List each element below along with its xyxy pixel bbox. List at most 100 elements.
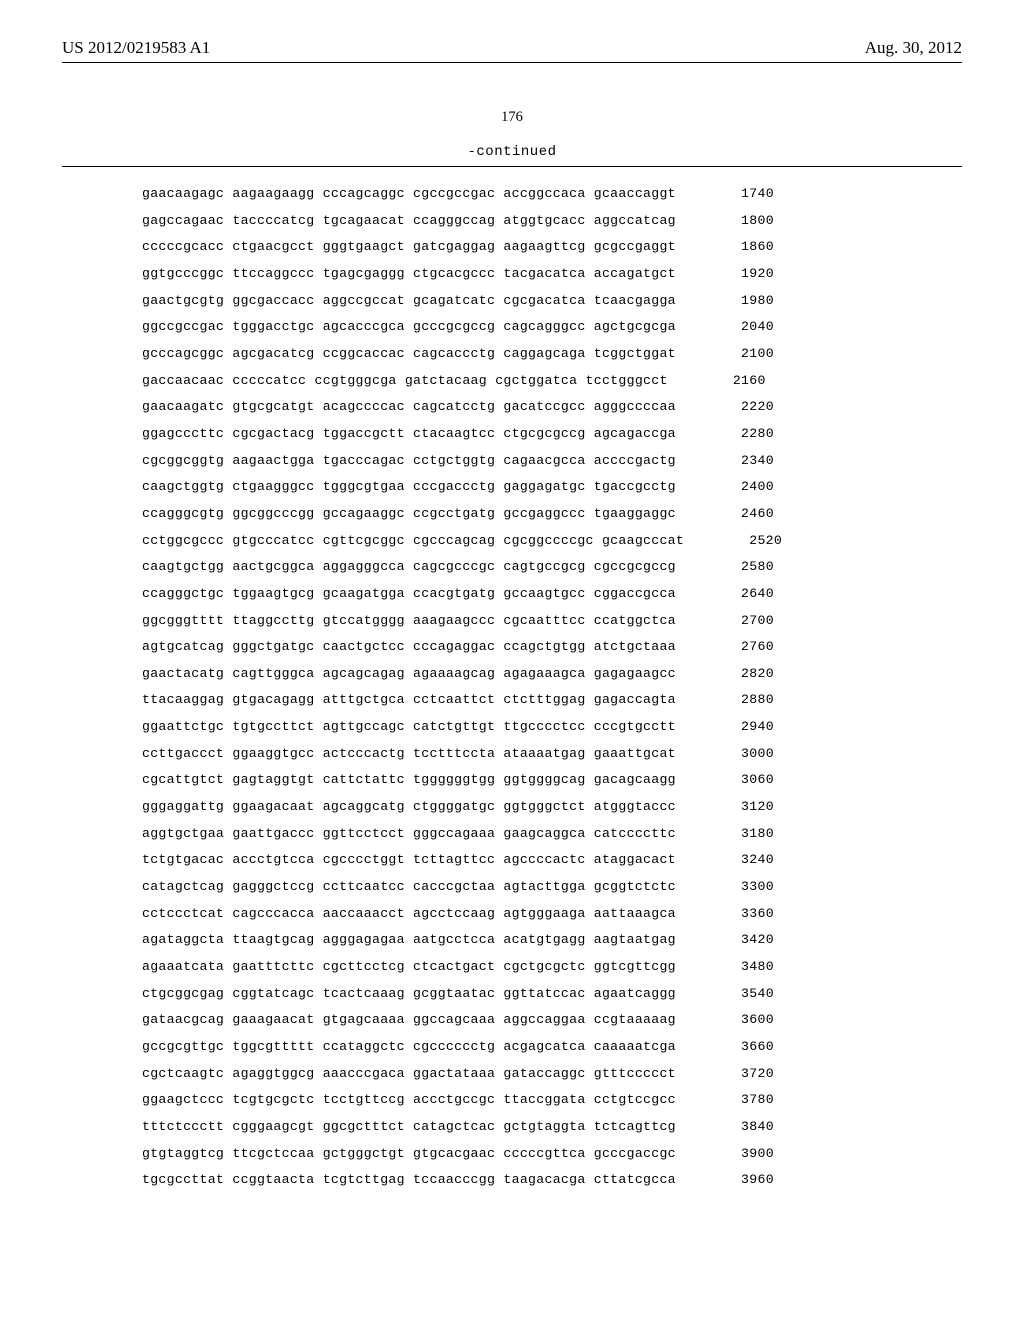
sequence-row: cctggcgccc gtgcccatcc cgttcgcggc cgcccag… bbox=[142, 528, 1024, 555]
page-header: US 2012/0219583 A1 Aug. 30, 2012 bbox=[0, 0, 1024, 58]
sequence-position: 1740 bbox=[704, 181, 774, 208]
publication-number: US 2012/0219583 A1 bbox=[62, 38, 210, 58]
sequence-groups: ttacaaggag gtgacagagg atttgctgca cctcaat… bbox=[142, 687, 676, 714]
sequence-row: agataggcta ttaagtgcag agggagagaa aatgcct… bbox=[142, 927, 1024, 954]
sequence-position: 3180 bbox=[704, 821, 774, 848]
sequence-position: 3060 bbox=[704, 767, 774, 794]
sequence-position: 3480 bbox=[704, 954, 774, 981]
sequence-position: 2400 bbox=[704, 474, 774, 501]
sequence-groups: cccccgcacc ctgaacgcct gggtgaagct gatcgag… bbox=[142, 234, 676, 261]
sequence-position: 3000 bbox=[704, 741, 774, 768]
sequence-row: ccagggctgc tggaagtgcg gcaagatgga ccacgtg… bbox=[142, 581, 1024, 608]
sequence-position: 3120 bbox=[704, 794, 774, 821]
sequence-groups: gaacaagatc gtgcgcatgt acagccccac cagcatc… bbox=[142, 394, 676, 421]
page-number: 176 bbox=[0, 109, 1024, 126]
sequence-groups: gaactacatg cagttgggca agcagcagag agaaaag… bbox=[142, 661, 676, 688]
sequence-position: 3300 bbox=[704, 874, 774, 901]
sequence-groups: gggaggattg ggaagacaat agcaggcatg ctgggga… bbox=[142, 794, 676, 821]
sequence-position: 1980 bbox=[704, 288, 774, 315]
sequence-groups: ccttgaccct ggaaggtgcc actcccactg tcctttc… bbox=[142, 741, 676, 768]
sequence-groups: cctggcgccc gtgcccatcc cgttcgcggc cgcccag… bbox=[142, 528, 684, 555]
sequence-groups: cctccctcat cagcccacca aaccaaacct agcctcc… bbox=[142, 901, 676, 928]
sequence-row: catagctcag gagggctccg ccttcaatcc cacccgc… bbox=[142, 874, 1024, 901]
sequence-groups: ggaattctgc tgtgccttct agttgccagc catctgt… bbox=[142, 714, 676, 741]
sequence-position: 2460 bbox=[704, 501, 774, 528]
sequence-position: 1860 bbox=[704, 234, 774, 261]
sequence-position: 3420 bbox=[704, 927, 774, 954]
sequence-row: gataacgcag gaaagaacat gtgagcaaaa ggccagc… bbox=[142, 1007, 1024, 1034]
sequence-position: 1920 bbox=[704, 261, 774, 288]
sequence-row: cctccctcat cagcccacca aaccaaacct agcctcc… bbox=[142, 901, 1024, 928]
sequence-groups: gcccagcggc agcgacatcg ccggcaccac cagcacc… bbox=[142, 341, 676, 368]
sequence-listing: gaacaagagc aagaagaagg cccagcaggc cgccgcc… bbox=[142, 181, 1024, 1194]
sequence-position: 2580 bbox=[704, 554, 774, 581]
sequence-top-rule bbox=[62, 166, 962, 167]
sequence-groups: agataggcta ttaagtgcag agggagagaa aatgcct… bbox=[142, 927, 676, 954]
sequence-position: 2220 bbox=[704, 394, 774, 421]
sequence-groups: ctgcggcgag cggtatcagc tcactcaaag gcggtaa… bbox=[142, 981, 676, 1008]
sequence-row: gaactgcgtg ggcgaccacc aggccgccat gcagatc… bbox=[142, 288, 1024, 315]
sequence-row: ccagggcgtg ggcggcccgg gccagaaggc ccgcctg… bbox=[142, 501, 1024, 528]
header-rule bbox=[62, 62, 962, 63]
sequence-groups: gaacaagagc aagaagaagg cccagcaggc cgccgcc… bbox=[142, 181, 676, 208]
sequence-position: 3900 bbox=[704, 1141, 774, 1168]
sequence-position: 2940 bbox=[704, 714, 774, 741]
sequence-groups: gtgtaggtcg ttcgctccaa gctgggctgt gtgcacg… bbox=[142, 1141, 676, 1168]
sequence-row: gagccagaac taccccatcg tgcagaacat ccagggc… bbox=[142, 208, 1024, 235]
sequence-groups: ggtgcccggc ttccaggccc tgagcgaggg ctgcacg… bbox=[142, 261, 676, 288]
sequence-position: 3960 bbox=[704, 1167, 774, 1194]
sequence-groups: tgcgccttat ccggtaacta tcgtcttgag tccaacc… bbox=[142, 1167, 676, 1194]
sequence-row: gccgcgttgc tggcgttttt ccataggctc cgccccc… bbox=[142, 1034, 1024, 1061]
sequence-row: cgcggcggtg aagaactgga tgacccagac cctgctg… bbox=[142, 448, 1024, 475]
sequence-row: ggaagctccc tcgtgcgctc tcctgttccg accctgc… bbox=[142, 1087, 1024, 1114]
sequence-groups: cgcggcggtg aagaactgga tgacccagac cctgctg… bbox=[142, 448, 676, 475]
sequence-position: 1800 bbox=[704, 208, 774, 235]
sequence-position: 2280 bbox=[704, 421, 774, 448]
sequence-position: 3240 bbox=[704, 847, 774, 874]
sequence-position: 2640 bbox=[704, 581, 774, 608]
sequence-position: 2820 bbox=[704, 661, 774, 688]
sequence-groups: gaccaacaac cccccatcc ccgtgggcga gatctaca… bbox=[142, 368, 668, 395]
sequence-position: 2520 bbox=[712, 528, 782, 555]
sequence-groups: ggagcccttc cgcgactacg tggaccgctt ctacaag… bbox=[142, 421, 676, 448]
sequence-groups: aggtgctgaa gaattgaccc ggttcctcct gggccag… bbox=[142, 821, 676, 848]
sequence-groups: ccagggctgc tggaagtgcg gcaagatgga ccacgtg… bbox=[142, 581, 676, 608]
sequence-row: tgcgccttat ccggtaacta tcgtcttgag tccaacc… bbox=[142, 1167, 1024, 1194]
sequence-position: 2700 bbox=[704, 608, 774, 635]
sequence-row: gaacaagatc gtgcgcatgt acagccccac cagcatc… bbox=[142, 394, 1024, 421]
sequence-position: 2040 bbox=[704, 314, 774, 341]
continued-label: -continued bbox=[0, 144, 1024, 160]
sequence-groups: tttctccctt cgggaagcgt ggcgctttct catagct… bbox=[142, 1114, 676, 1141]
sequence-row: ggcgggtttt ttaggccttg gtccatgggg aaagaag… bbox=[142, 608, 1024, 635]
sequence-groups: gccgcgttgc tggcgttttt ccataggctc cgccccc… bbox=[142, 1034, 676, 1061]
sequence-position: 3600 bbox=[704, 1007, 774, 1034]
sequence-groups: catagctcag gagggctccg ccttcaatcc cacccgc… bbox=[142, 874, 676, 901]
sequence-position: 3720 bbox=[704, 1061, 774, 1088]
sequence-groups: agaaatcata gaatttcttc cgcttcctcg ctcactg… bbox=[142, 954, 676, 981]
sequence-groups: gaactgcgtg ggcgaccacc aggccgccat gcagatc… bbox=[142, 288, 676, 315]
sequence-row: cgcattgtct gagtaggtgt cattctattc tgggggg… bbox=[142, 767, 1024, 794]
sequence-groups: cgctcaagtc agaggtggcg aaacccgaca ggactat… bbox=[142, 1061, 676, 1088]
sequence-groups: gagccagaac taccccatcg tgcagaacat ccagggc… bbox=[142, 208, 676, 235]
sequence-row: gtgtaggtcg ttcgctccaa gctgggctgt gtgcacg… bbox=[142, 1141, 1024, 1168]
sequence-position: 2160 bbox=[696, 368, 766, 395]
sequence-row: caagtgctgg aactgcggca aggagggcca cagcgcc… bbox=[142, 554, 1024, 581]
sequence-row: caagctggtg ctgaagggcc tgggcgtgaa cccgacc… bbox=[142, 474, 1024, 501]
sequence-position: 2340 bbox=[704, 448, 774, 475]
sequence-groups: tctgtgacac accctgtcca cgcccctggt tcttagt… bbox=[142, 847, 676, 874]
sequence-groups: ggccgccgac tgggacctgc agcacccgca gcccgcg… bbox=[142, 314, 676, 341]
sequence-groups: cgcattgtct gagtaggtgt cattctattc tgggggg… bbox=[142, 767, 676, 794]
sequence-row: tctgtgacac accctgtcca cgcccctggt tcttagt… bbox=[142, 847, 1024, 874]
sequence-row: ggaattctgc tgtgccttct agttgccagc catctgt… bbox=[142, 714, 1024, 741]
sequence-groups: gataacgcag gaaagaacat gtgagcaaaa ggccagc… bbox=[142, 1007, 676, 1034]
sequence-position: 3660 bbox=[704, 1034, 774, 1061]
sequence-position: 2880 bbox=[704, 687, 774, 714]
sequence-row: gggaggattg ggaagacaat agcaggcatg ctgggga… bbox=[142, 794, 1024, 821]
sequence-position: 3780 bbox=[704, 1087, 774, 1114]
sequence-row: gcccagcggc agcgacatcg ccggcaccac cagcacc… bbox=[142, 341, 1024, 368]
sequence-row: gaacaagagc aagaagaagg cccagcaggc cgccgcc… bbox=[142, 181, 1024, 208]
sequence-row: ccttgaccct ggaaggtgcc actcccactg tcctttc… bbox=[142, 741, 1024, 768]
sequence-groups: ggaagctccc tcgtgcgctc tcctgttccg accctgc… bbox=[142, 1087, 676, 1114]
sequence-position: 3840 bbox=[704, 1114, 774, 1141]
sequence-row: aggtgctgaa gaattgaccc ggttcctcct gggccag… bbox=[142, 821, 1024, 848]
